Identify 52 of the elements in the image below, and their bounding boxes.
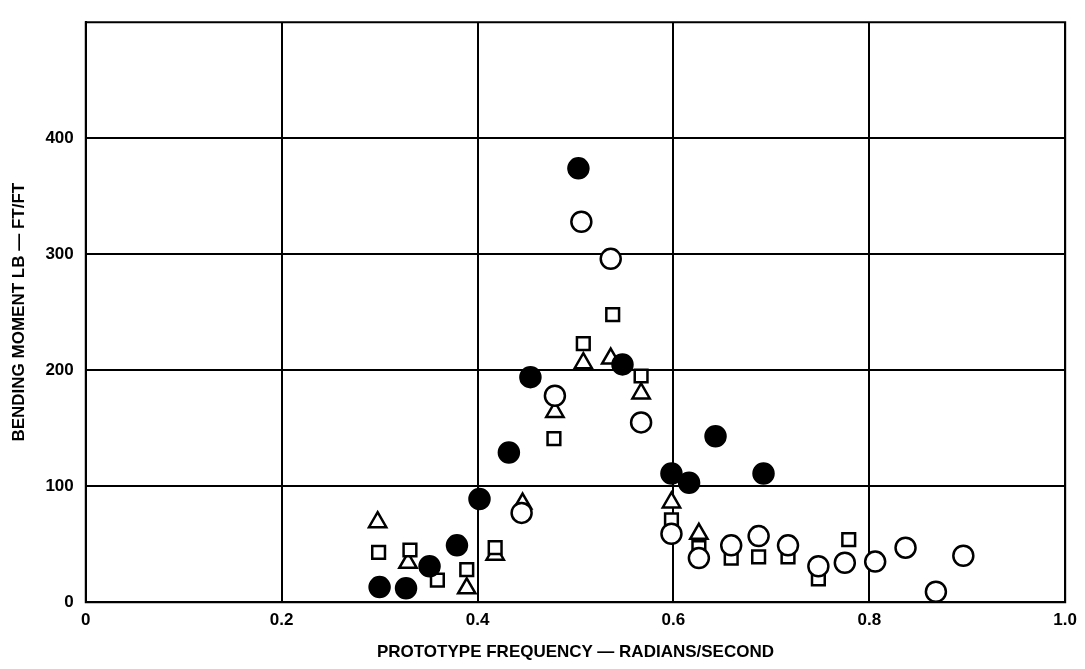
point (751, 549, 767, 565)
point (519, 365, 542, 389)
point (546, 431, 562, 447)
point (605, 306, 621, 323)
point (599, 247, 622, 271)
point (459, 562, 475, 578)
x-tick-label: 0.4 (465, 610, 490, 630)
point (719, 534, 743, 557)
y-tick-label: 0 (64, 591, 74, 611)
point (660, 522, 683, 546)
point (468, 487, 491, 511)
point (487, 540, 503, 556)
x-axis-title: PROTOTYPE FREQUENCY — RADIANS/SECOND (376, 642, 774, 662)
point (924, 580, 948, 603)
point (570, 210, 593, 233)
point (497, 441, 521, 464)
point (543, 384, 567, 407)
point (611, 353, 634, 376)
point (776, 534, 800, 557)
point (368, 575, 391, 599)
x-tick-label: 0.8 (857, 610, 882, 630)
x-tick-label: 0 (81, 610, 91, 630)
x-tick-label: 1.0 (1053, 610, 1077, 630)
point (567, 157, 590, 180)
point (575, 335, 591, 352)
point (371, 544, 387, 560)
point (807, 554, 830, 578)
y-tick-label: 300 (45, 243, 74, 263)
point (833, 551, 857, 575)
point (863, 550, 887, 573)
point (633, 368, 649, 384)
point (677, 471, 701, 494)
point (629, 411, 653, 434)
point (752, 462, 775, 485)
x-tick-label: 0.6 (661, 610, 686, 630)
point (510, 501, 533, 525)
point (747, 524, 770, 548)
point (402, 542, 418, 558)
point (660, 462, 683, 485)
y-axis-title: BENDING MOMENT LB — FT/FT (8, 182, 28, 442)
point (687, 546, 711, 570)
point (841, 531, 857, 548)
point (704, 425, 727, 448)
y-tick-label: 100 (45, 475, 74, 495)
point (394, 577, 418, 600)
y-tick-label: 400 (45, 127, 74, 147)
y-tick-label: 200 (45, 359, 74, 379)
x-tick-label: 0.2 (269, 610, 294, 630)
point (952, 544, 975, 568)
point (445, 534, 469, 557)
point (418, 554, 441, 578)
point (894, 536, 917, 559)
